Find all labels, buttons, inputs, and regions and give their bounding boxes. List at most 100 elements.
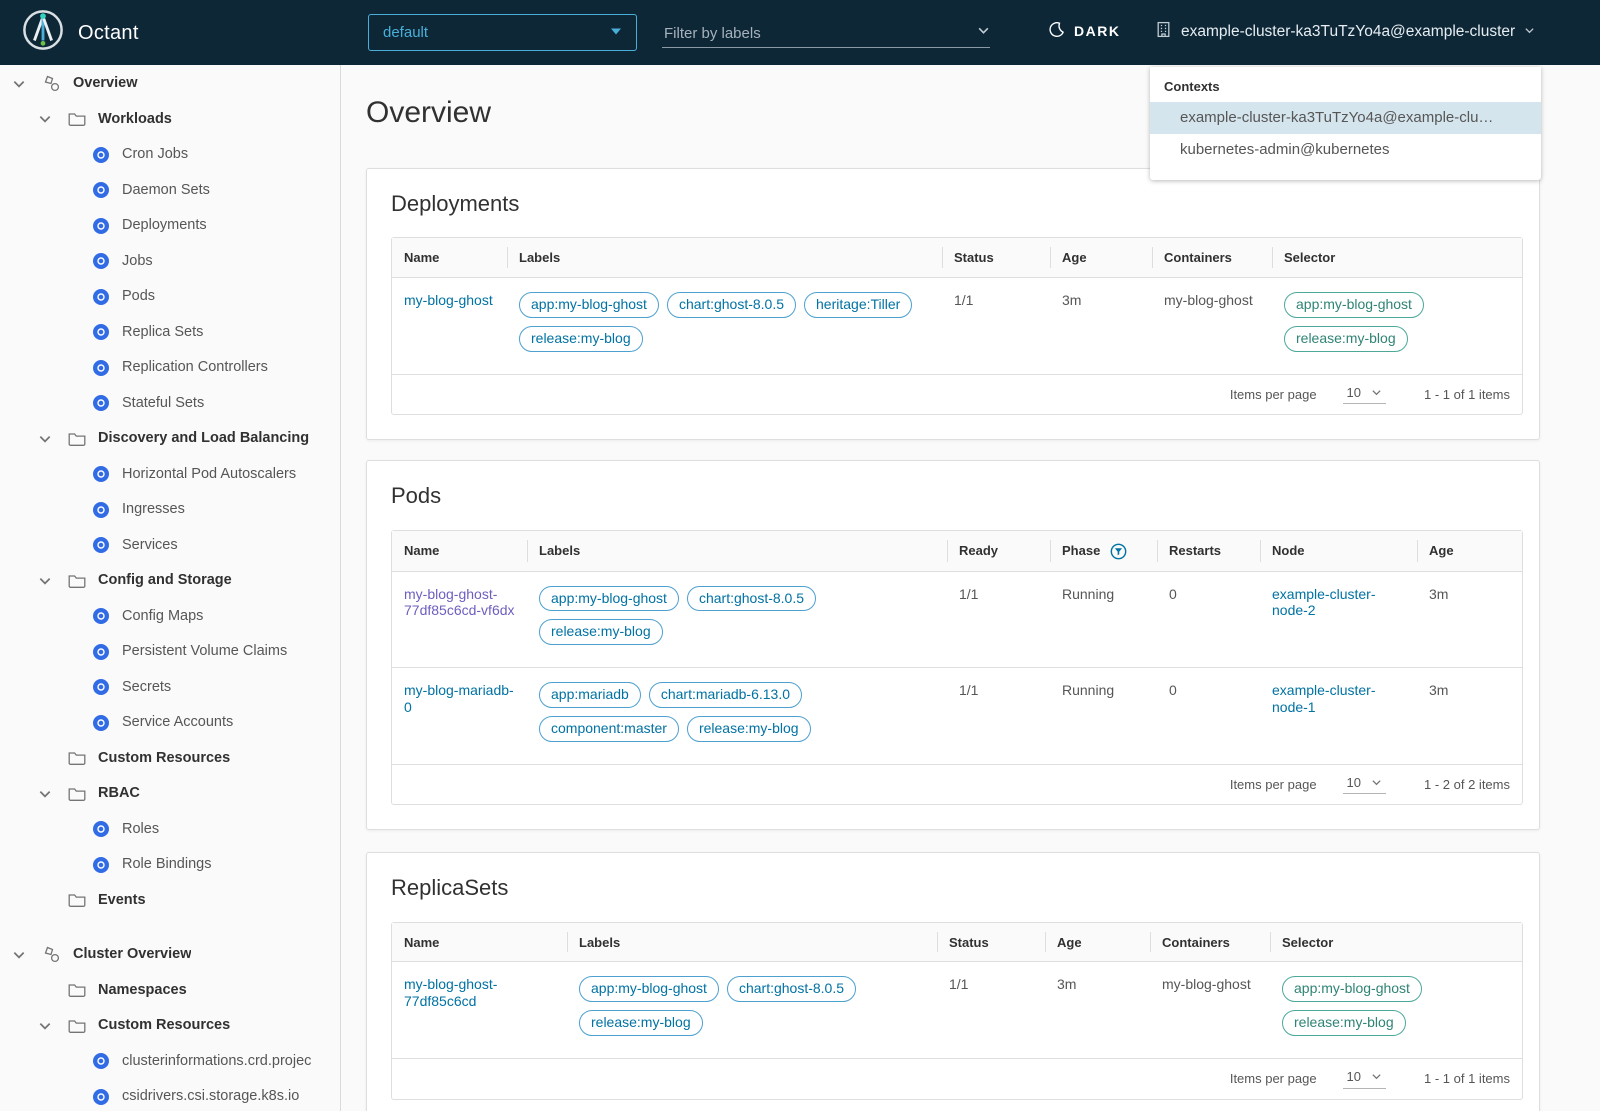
sidebar-item-events[interactable]: Events [0, 883, 340, 919]
selector-badge[interactable]: release:my-blog [1282, 1010, 1406, 1036]
sidebar-item-config-maps[interactable]: Config Maps [0, 599, 340, 635]
pod-name-link[interactable]: my-blog-mariadb-0 [404, 682, 514, 715]
context-menu-item[interactable]: example-cluster-ka3TuTzYo4a@example-clu… [1150, 101, 1541, 134]
column-header-labels: Labels [567, 922, 937, 963]
chevron-down-icon[interactable] [38, 787, 68, 801]
dark-mode-toggle[interactable]: DARK [1048, 21, 1120, 42]
label-badge[interactable]: release:my-blog [519, 325, 643, 352]
sidebar-item-cron-jobs[interactable]: Cron Jobs [0, 137, 340, 173]
label-badge[interactable]: app:my-blog-ghost [579, 976, 719, 1003]
column-header-phase: Phase [1050, 530, 1157, 572]
age-cell: 3m [1417, 667, 1522, 764]
sidebar-item-pods[interactable]: Pods [0, 279, 340, 315]
chevron-down-icon[interactable] [12, 77, 42, 91]
sidebar-item-csidrivers[interactable]: csidrivers.csi.storage.k8s.io [0, 1079, 340, 1111]
chevron-down-icon[interactable] [977, 23, 990, 42]
selector-badge[interactable]: app:my-blog-ghost [1284, 291, 1424, 318]
column-header-name: Name [392, 922, 567, 963]
sidebar-item-namespaces[interactable]: Namespaces [0, 973, 340, 1009]
sidebar-item-workloads[interactable]: Workloads [0, 102, 340, 138]
pagination-range: 1 - 1 of 1 items [1424, 386, 1510, 402]
replicasets-card-title: ReplicaSets [391, 875, 509, 901]
table-footer-row: Items per page 10 1 - 2 of 2 items [392, 763, 1522, 805]
deployment-name-link[interactable]: my-blog-ghost [404, 291, 493, 308]
sidebar-item-replication-controllers[interactable]: Replication Controllers [0, 350, 340, 386]
page-size-select[interactable]: 10 [1342, 385, 1387, 405]
label-badge[interactable]: chart:mariadb-6.13.0 [648, 682, 803, 708]
label-badge[interactable]: heritage:Tiller [804, 291, 913, 318]
chevron-down-icon[interactable] [38, 1019, 68, 1033]
applications-icon [42, 74, 61, 93]
sidebar-item-deployments[interactable]: Deployments [0, 208, 340, 244]
pod-name-link[interactable]: my-blog-ghost-77df85c6cd-vf6dx [404, 585, 515, 619]
moon-icon [1048, 21, 1065, 42]
label-badge[interactable]: chart:ghost-8.0.5 [726, 976, 857, 1003]
pagination-range: 1 - 1 of 1 items [1424, 1070, 1510, 1086]
sidebar-item-jobs[interactable]: Jobs [0, 244, 340, 280]
k8s-resource-icon [92, 252, 110, 270]
sidebar-item-overview[interactable]: Overview [0, 66, 340, 102]
k8s-resource-icon [92, 323, 110, 341]
label-badge[interactable]: release:my-blog [579, 1010, 703, 1036]
label-badge[interactable]: chart:ghost-8.0.5 [666, 291, 797, 318]
sidebar-item-clusterinformations[interactable]: clusterinformations.crd.projec [0, 1044, 340, 1080]
selector-badge[interactable]: app:my-blog-ghost [1282, 976, 1422, 1003]
folder-icon [68, 1018, 86, 1034]
column-header-containers: Containers [1152, 238, 1272, 278]
items-per-page-label: Items per page [1229, 776, 1317, 792]
label-badge[interactable]: release:my-blog [539, 619, 663, 646]
sidebar-item-cluster-overview[interactable]: Cluster Overview [0, 937, 340, 973]
page-size-select[interactable]: 10 [1342, 1069, 1387, 1089]
sidebar-item-ingresses[interactable]: Ingresses [0, 492, 340, 528]
chevron-down-icon[interactable] [38, 432, 68, 446]
page-size-select[interactable]: 10 [1342, 775, 1387, 795]
chevron-down-icon[interactable] [12, 948, 42, 962]
label-badge[interactable]: app:mariadb [539, 682, 641, 708]
label-badge[interactable]: app:my-blog-ghost [539, 585, 679, 612]
chevron-down-icon [1372, 390, 1381, 396]
column-header-labels: Labels [527, 530, 947, 572]
sidebar-item-rbac[interactable]: RBAC [0, 776, 340, 812]
filter-by-labels-input[interactable] [662, 23, 942, 43]
chevron-down-icon[interactable] [38, 574, 68, 588]
node-link[interactable]: example-cluster-node-2 [1272, 585, 1376, 619]
label-badge[interactable]: app:my-blog-ghost [519, 291, 659, 318]
sidebar-item-discovery-and-load-balancing[interactable]: Discovery and Load Balancing [0, 421, 340, 457]
sidebar-item-services[interactable]: Services [0, 528, 340, 564]
k8s-resource-icon [92, 359, 110, 377]
replicaset-name-link[interactable]: my-blog-ghost-77df85c6cd [404, 976, 498, 1010]
folder-icon [68, 892, 86, 908]
sidebar-item-cluster-custom-resources[interactable]: Custom Resources [0, 1008, 340, 1044]
label-badge[interactable]: release:my-blog [686, 715, 811, 742]
selector-badge[interactable]: release:my-blog [1284, 325, 1408, 352]
label-badge[interactable]: chart:ghost-8.0.5 [686, 585, 817, 612]
chevron-down-icon[interactable] [38, 112, 68, 126]
sidebar-item-roles[interactable]: Roles [0, 812, 340, 848]
sidebar-item-stateful-sets[interactable]: Stateful Sets [0, 386, 340, 422]
filter-by-labels-field[interactable] [662, 19, 990, 48]
pagination: Items per page 10 1 - 1 of 1 items [404, 1069, 1510, 1089]
label-badge[interactable]: component:master [539, 715, 679, 742]
context-switcher-label: example-cluster-ka3TuTzYo4a@example-clus… [1181, 23, 1516, 40]
context-switcher[interactable]: example-cluster-ka3TuTzYo4a@example-clus… [1155, 21, 1535, 44]
deployments-table: Name Labels Status Age Containers Select… [391, 237, 1523, 416]
sidebar-item-horizontal-pod-autoscalers[interactable]: Horizontal Pod Autoscalers [0, 457, 340, 493]
sidebar-item-role-bindings[interactable]: Role Bindings [0, 847, 340, 883]
sidebar-item-service-accounts[interactable]: Service Accounts [0, 705, 340, 741]
namespace-select[interactable]: default [368, 14, 637, 51]
ready-cell: 1/1 [947, 667, 1050, 764]
deployments-card-title: Deployments [391, 191, 520, 216]
sidebar-item-persistent-volume-claims[interactable]: Persistent Volume Claims [0, 634, 340, 670]
pods-card-title: Pods [391, 483, 442, 509]
node-link[interactable]: example-cluster-node-1 [1272, 682, 1376, 715]
sidebar-item-custom-resources[interactable]: Custom Resources [0, 741, 340, 777]
pods-table: Name Labels Ready Phase Restarts Node Ag… [391, 529, 1523, 806]
sidebar-item-daemon-sets[interactable]: Daemon Sets [0, 173, 340, 209]
table-row: my-blog-ghost-77df85c6cd-vf6dx app:my-bl… [392, 572, 1522, 668]
caret-down-icon [610, 24, 622, 42]
filter-icon[interactable] [1110, 543, 1127, 560]
sidebar-item-config-and-storage[interactable]: Config and Storage [0, 563, 340, 599]
sidebar-item-replica-sets[interactable]: Replica Sets [0, 315, 340, 351]
sidebar-item-secrets[interactable]: Secrets [0, 670, 340, 706]
context-menu-item[interactable]: kubernetes-admin@kubernetes [1180, 140, 1390, 158]
